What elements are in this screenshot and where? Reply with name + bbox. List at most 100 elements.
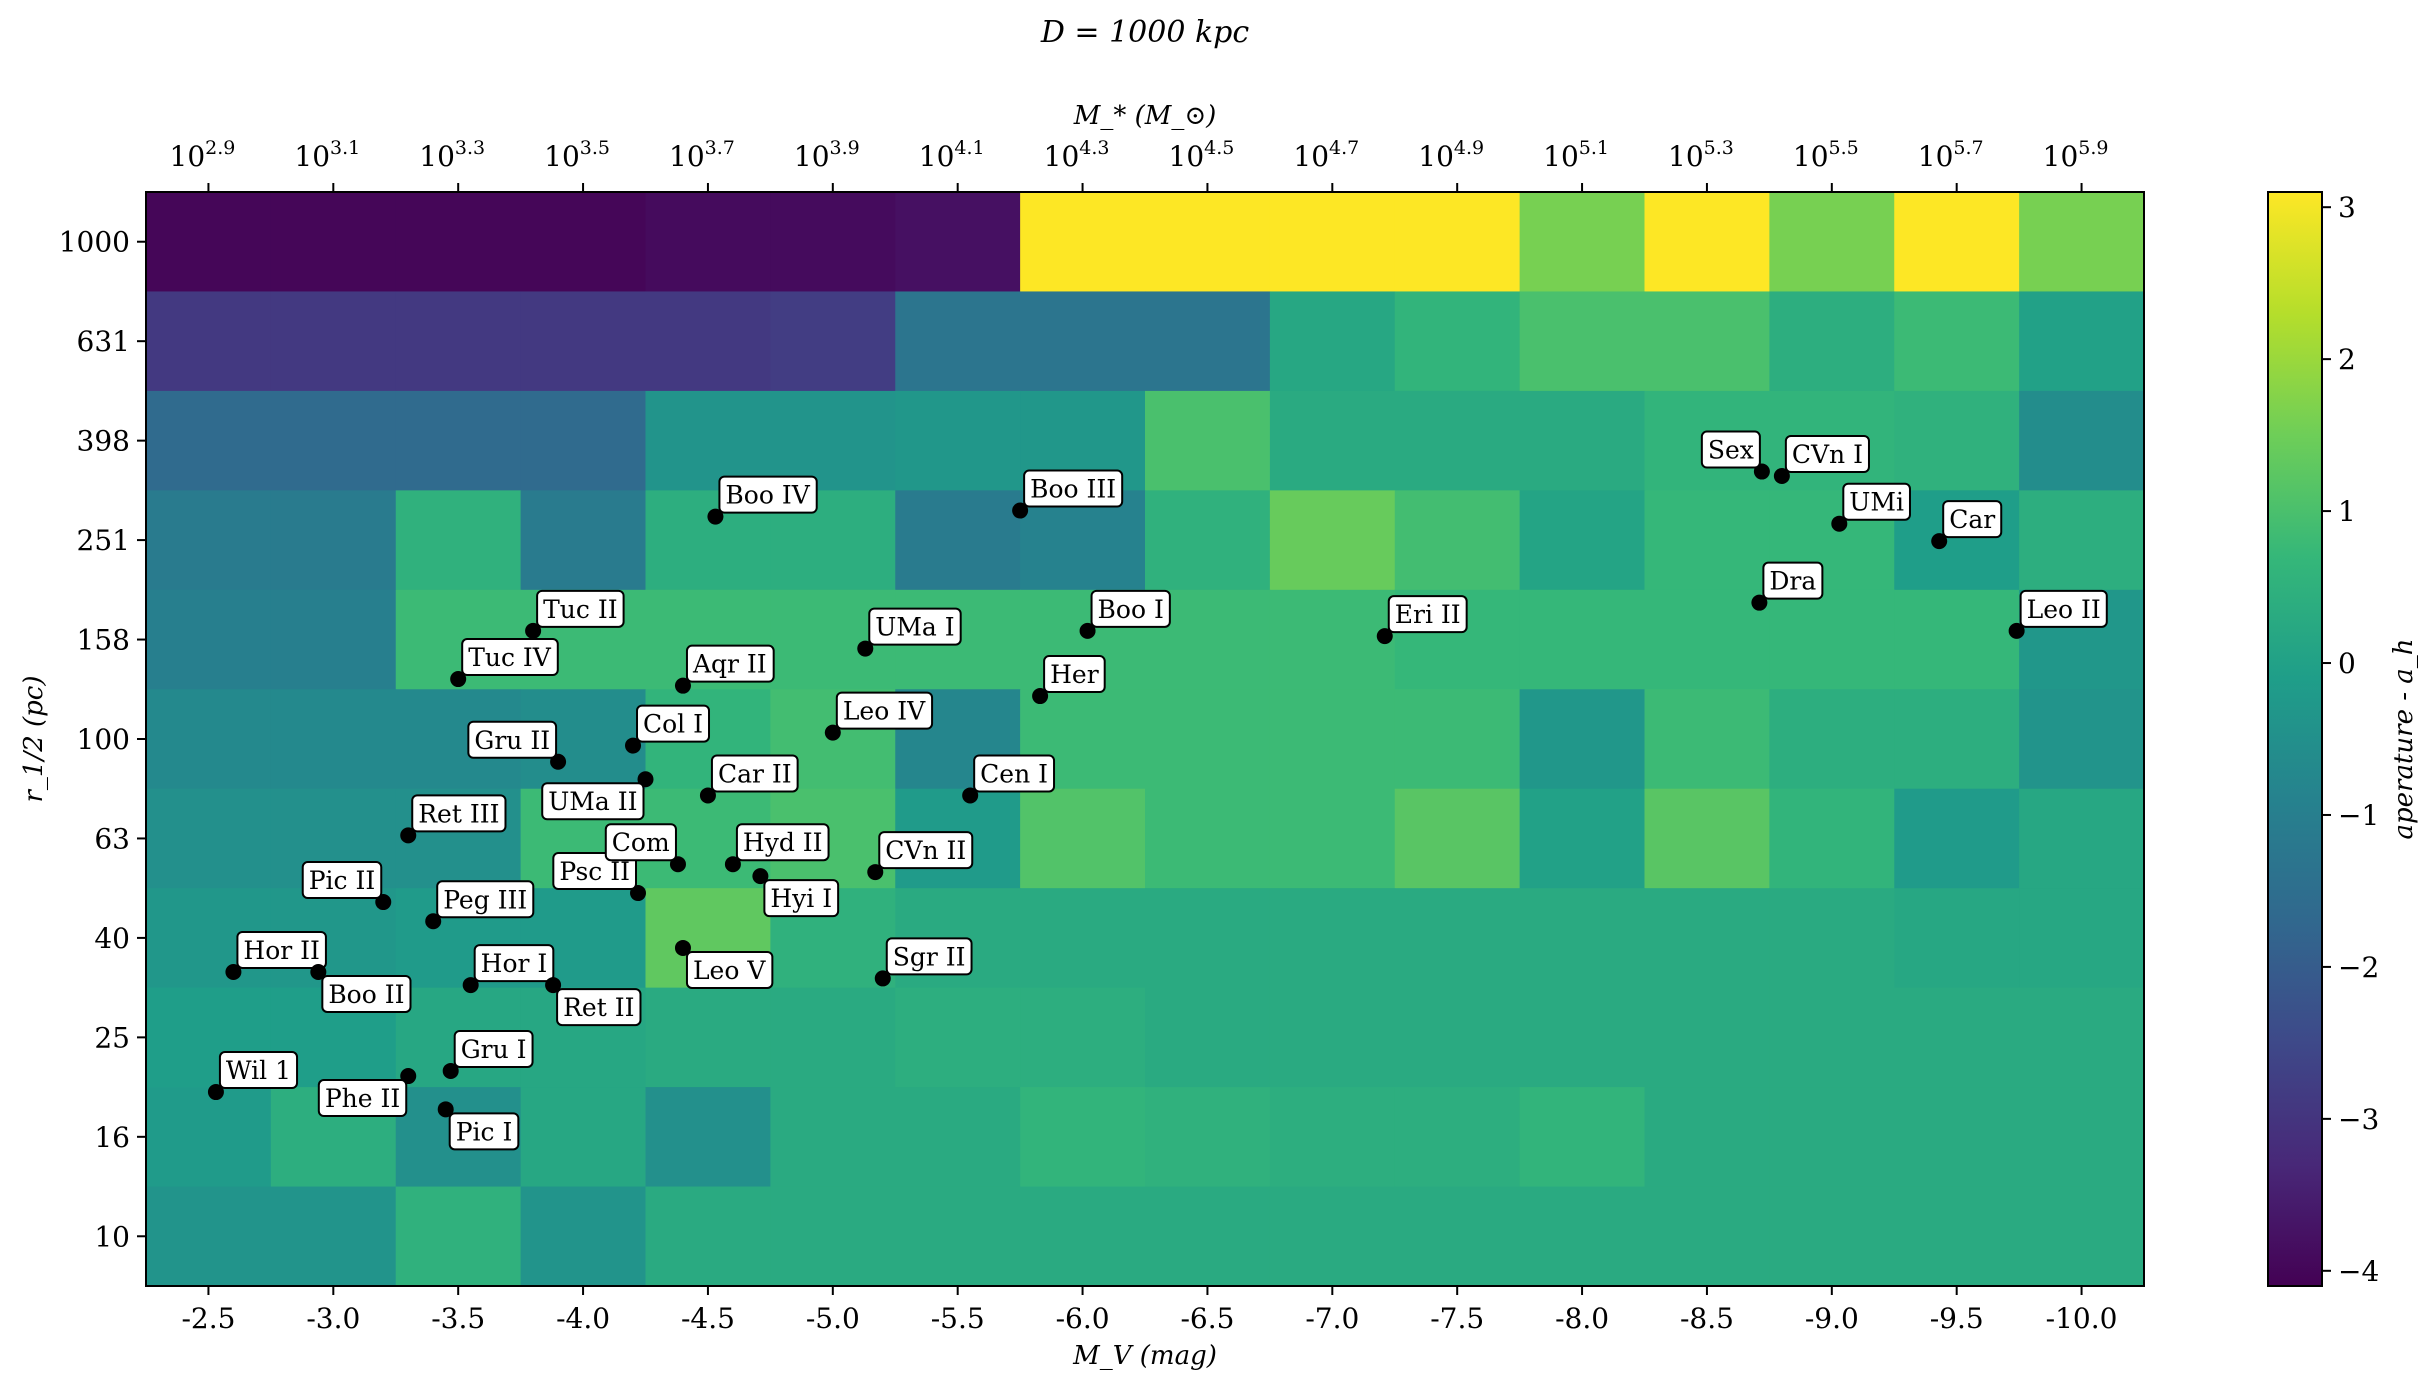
heatmap-cell xyxy=(1769,192,1895,293)
heatmap-cell xyxy=(2019,192,2145,293)
galaxy-label: UMa I xyxy=(875,613,954,642)
heatmap-cell xyxy=(770,1087,896,1188)
heatmap-cell xyxy=(1145,390,1271,491)
galaxy-label-box xyxy=(1762,561,1824,600)
heatmap-cell xyxy=(146,689,272,790)
heatmap-cell xyxy=(1269,490,1396,591)
heatmap-cell xyxy=(895,1087,1021,1188)
galaxy-label-box xyxy=(1842,482,1911,521)
chart-title: D = 1000 kpc xyxy=(1040,15,1250,50)
galaxy-marker: Hyi I xyxy=(752,868,840,918)
heatmap-cell xyxy=(1519,192,1646,293)
galaxy-point xyxy=(752,868,769,885)
heatmap-cell xyxy=(1769,689,1895,790)
heatmap-cell xyxy=(895,987,1021,1088)
y-tick-label: 25 xyxy=(94,1021,130,1054)
galaxy-label: Com xyxy=(612,828,670,857)
heatmap-cell xyxy=(146,490,272,591)
heatmap-cell xyxy=(520,1087,647,1188)
galaxy-marker: Tuc IV xyxy=(450,638,559,688)
heatmap-cell xyxy=(395,192,522,293)
heatmap-cell xyxy=(1519,1186,1646,1287)
heatmap-cell xyxy=(1269,192,1396,293)
galaxy-label-box xyxy=(301,861,383,900)
galaxy-marker: Cen I xyxy=(962,754,1056,804)
heatmap-cell xyxy=(1519,689,1646,790)
galaxy-point xyxy=(674,677,691,694)
heatmap-cell xyxy=(645,291,771,392)
top-axis-title: M_* (M_⊙) xyxy=(1073,101,1217,131)
colorbar-tick-label: 0 xyxy=(2338,647,2356,680)
heatmap-cell xyxy=(2019,788,2145,889)
y-tick-label: 63 xyxy=(94,822,130,855)
heatmap-cell xyxy=(1769,291,1895,392)
galaxy-label-box xyxy=(636,704,711,743)
galaxy-label: CVn II xyxy=(885,836,966,865)
heatmap-cell xyxy=(1519,888,1646,989)
heatmap-cell xyxy=(1145,1087,1271,1188)
x-tick-label: -9.5 xyxy=(1930,1302,1984,1335)
galaxy-label: Leo IV xyxy=(843,697,926,726)
heatmap-cell xyxy=(270,490,397,591)
colorbar-tick-label: −3 xyxy=(2338,1103,2379,1136)
colorbar-tick-label: −4 xyxy=(2338,1255,2379,1288)
galaxy-marker: Peg III xyxy=(425,880,535,930)
heatmap-cell xyxy=(1020,888,1146,989)
galaxy-label-box xyxy=(436,880,535,919)
x-tick-label: -8.5 xyxy=(1680,1302,1734,1335)
galaxy-label: Peg III xyxy=(443,885,527,914)
heatmap-cell xyxy=(1519,1087,1646,1188)
heatmap-cell xyxy=(895,390,1021,491)
galaxy-marker: Sgr II xyxy=(874,937,973,987)
galaxy-label-box xyxy=(2019,589,2108,628)
heatmap-cell xyxy=(1020,192,1146,293)
heatmap-cell xyxy=(270,390,397,491)
heatmap-cell xyxy=(1519,490,1646,591)
heatmap-cell xyxy=(1269,888,1396,989)
heatmap-cell xyxy=(395,291,522,392)
galaxy-label: Eri II xyxy=(1395,600,1461,629)
heatmap-cell xyxy=(1519,788,1646,889)
galaxy-label-box xyxy=(604,823,677,862)
heatmap-cell xyxy=(1894,192,2020,293)
top-tick-label: 103.3 xyxy=(419,137,485,173)
colorbar-tick-label: −2 xyxy=(2338,951,2379,984)
heatmap-cell xyxy=(395,490,522,591)
heatmap-cell xyxy=(1769,888,1895,989)
galaxy-point xyxy=(867,864,884,881)
galaxy-label: Col I xyxy=(643,710,703,739)
heatmap-cell xyxy=(146,788,272,889)
x-tick-label: -6.5 xyxy=(1180,1302,1234,1335)
galaxy-marker: Com xyxy=(604,823,686,873)
x-axis-title: M_V (mag) xyxy=(1072,1341,1217,1371)
galaxy-label: Her xyxy=(1050,660,1099,689)
heatmap-cell xyxy=(1519,291,1646,392)
top-tick-label: 105.5 xyxy=(1793,137,1859,173)
galaxy-marker: Gru I xyxy=(442,1029,534,1079)
galaxy-label-box xyxy=(878,831,974,870)
x-tick-label: -8.0 xyxy=(1555,1302,1609,1335)
heatmap-cell xyxy=(1644,788,1770,889)
heatmap-cell xyxy=(520,390,647,491)
galaxy-marker: CVn I xyxy=(1773,434,1870,484)
galaxy-label-box xyxy=(710,754,799,793)
colorbar xyxy=(2267,191,2323,1287)
heatmap-cell xyxy=(1020,987,1146,1088)
galaxy-label: Sex xyxy=(1708,436,1754,465)
galaxy-marker: Hor II xyxy=(225,930,327,980)
heatmap-cell xyxy=(2019,987,2145,1088)
galaxy-marker: Boo III xyxy=(1012,469,1124,519)
galaxy-marker: Boo II xyxy=(310,963,412,1013)
galaxy-label: Hyd II xyxy=(743,828,823,857)
galaxy-marker: UMa I xyxy=(857,607,962,657)
galaxy-label: Wil 1 xyxy=(226,1056,291,1085)
galaxy-marker: Aqr II xyxy=(674,644,775,694)
top-tick-label: 103.1 xyxy=(294,137,360,173)
heatmap-cell xyxy=(1769,589,1895,690)
galaxy-point xyxy=(699,787,716,804)
galaxy-marker: Hor I xyxy=(462,944,555,994)
heatmap-cell xyxy=(1394,490,1521,591)
heatmap-cell xyxy=(1644,689,1770,790)
galaxy-point xyxy=(400,827,417,844)
